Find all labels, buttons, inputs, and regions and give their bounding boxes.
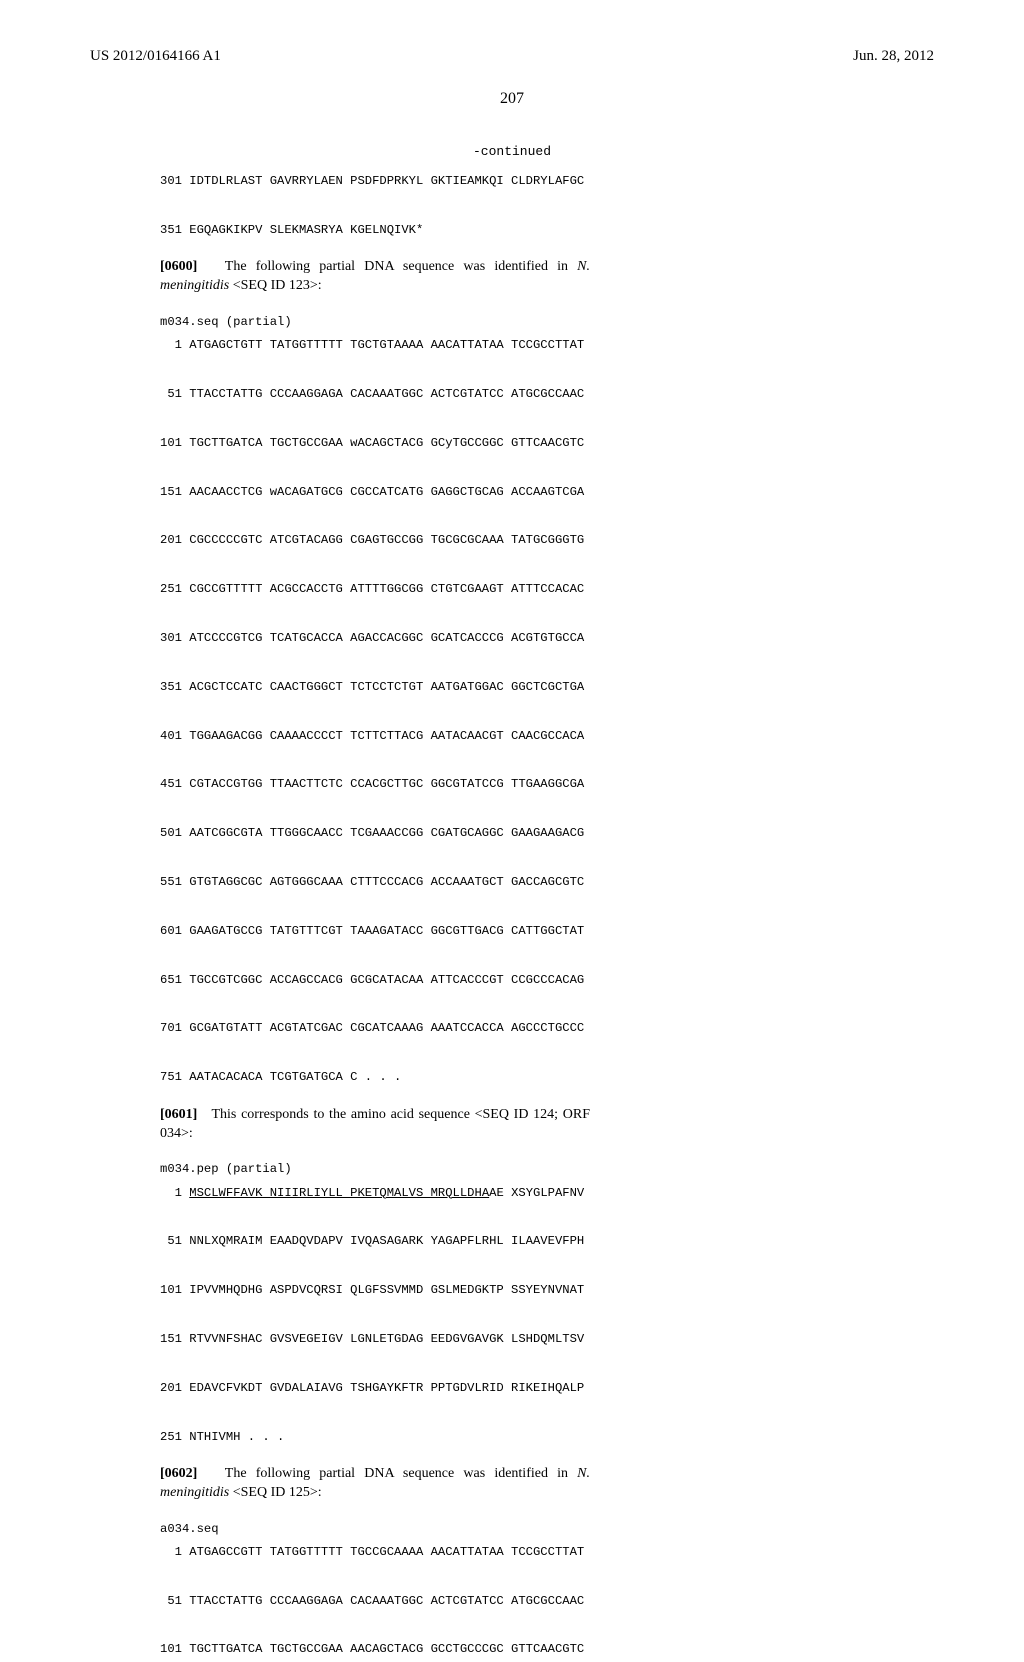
seq-line: 451 CGTACCGTGG TTAACTTCTC CCACGCTTGC GGC… [160,777,584,791]
seq-line: 351 EGQAGKIKPV SLEKMASRYA KGELNQIVK* [160,223,423,237]
seq-line: 301 ATCCCCGTCG TCATGCACCA AGACCACGGC GCA… [160,631,584,645]
sequence-label-m034-pep: m034.pep (partial) [160,1161,954,1178]
sequence-label-m034-seq: m034.seq (partial) [160,314,954,331]
publication-date: Jun. 28, 2012 [853,48,934,65]
continued-label: -continued [70,144,954,159]
sequence-label-a034-seq: a034.seq [160,1521,954,1538]
seq-line: 101 IPVVMHQDHG ASPDVCQRSI QLGFSSVMMD GSL… [160,1283,584,1297]
seq-line-rest: AE XSYGLPAFNV [489,1186,584,1200]
seq-line-underlined: MSCLWFFAVK NIIIRLIYLL PKETQMALVS MRQLLDH… [189,1186,489,1200]
seq-line: 401 TGGAAGACGG CAAAACCCCT TCTTCTTACG AAT… [160,729,584,743]
seq-line: 651 TGCCGTCGGC ACCAGCCACG GCGCATACAA ATT… [160,973,584,987]
seq-line: 201 EDAVCFVKDT GVDALAIAVG TSHGAYKFTR PPT… [160,1381,584,1395]
seq-line: 251 CGCCGTTTTT ACGCCACCTG ATTTTGGCGG CTG… [160,582,584,596]
paragraph-0600: [0600] The following partial DNA sequenc… [160,258,590,296]
seq-line: 201 CGCCCCCGTC ATCGTACAGG CGAGTGCCGG TGC… [160,533,584,547]
paragraph-0602: [0602] The following partial DNA sequenc… [160,1465,590,1503]
seq-line: 51 TTACCTATTG CCCAAGGAGA CACAAATGGC ACTC… [160,387,584,401]
seq-line-num: 1 [160,1186,189,1200]
para-text: The following partial DNA sequence was i… [225,259,577,274]
para-text: <SEQ ID 123>: [229,278,321,293]
seq-line: 301 IDTDLRLAST GAVRRYLAEN PSDFDPRKYL GKT… [160,174,584,188]
para-text: <SEQ ID 125>: [229,1485,321,1500]
sequence-block-a034-seq: 1 ATGAGCCGTT TATGGTTTTT TGCCGCAAAA AACAT… [160,1540,954,1662]
seq-line: 701 GCGATGTATT ACGTATCGAC CGCATCAAAG AAA… [160,1021,584,1035]
seq-line: 251 NTHIVMH . . . [160,1430,284,1444]
para-number: [0602] [160,1466,197,1481]
seq-line: 101 TGCTTGATCA TGCTGCCGAA wACAGCTACG GCy… [160,436,584,450]
page-number: 207 [70,90,954,108]
paragraph-0601: [0601] This corresponds to the amino aci… [160,1106,590,1144]
seq-line: 51 NNLXQMRAIM EAADQVDAPV IVQASAGARK YAGA… [160,1234,584,1248]
seq-line: 1 ATGAGCTGTT TATGGTTTTT TGCTGTAAAA AACAT… [160,338,584,352]
seq-line: 101 TGCTTGATCA TGCTGCCGAA AACAGCTACG GCC… [160,1642,584,1656]
para-text: This corresponds to the amino acid seque… [160,1107,590,1141]
seq-line: 1 ATGAGCCGTT TATGGTTTTT TGCCGCAAAA AACAT… [160,1545,584,1559]
sequence-block-a: 301 IDTDLRLAST GAVRRYLAEN PSDFDPRKYL GKT… [160,169,954,242]
seq-line: 151 RTVVNFSHAC GVSVEGEIGV LGNLETGDAG EED… [160,1332,584,1346]
seq-line: 751 AATACACACA TCGTGATGCA C . . . [160,1070,401,1084]
seq-line: 601 GAAGATGCCG TATGTTTCGT TAAAGATACC GGC… [160,924,584,938]
seq-line: 501 AATCGGCGTA TTGGGCAACC TCGAAACCGG CGA… [160,826,584,840]
sequence-block-m034-pep: 1 MSCLWFFAVK NIIIRLIYLL PKETQMALVS MRQLL… [160,1181,954,1449]
para-text: The following partial DNA sequence was i… [225,1466,577,1481]
seq-line: 551 GTGTAGGCGC AGTGGGCAAA CTTTCCCACG ACC… [160,875,584,889]
publication-number: US 2012/0164166 A1 [90,48,221,65]
seq-line: 151 AACAACCTCG wACAGATGCG CGCCATCATG GAG… [160,485,584,499]
para-number: [0601] [160,1107,197,1122]
seq-line: 351 ACGCTCCATC CAACTGGGCT TCTCCTCTGT AAT… [160,680,584,694]
seq-line: 51 TTACCTATTG CCCAAGGAGA CACAAATGGC ACTC… [160,1594,584,1608]
para-number: [0600] [160,259,197,274]
sequence-block-m034-seq: 1 ATGAGCTGTT TATGGTTTTT TGCTGTAAAA AACAT… [160,333,954,1090]
